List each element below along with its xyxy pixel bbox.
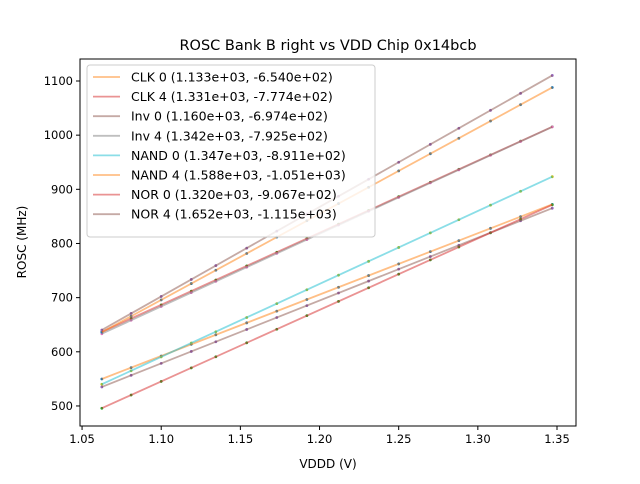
x-tick-label: 1.35 bbox=[544, 432, 570, 446]
y-tick-label: 1000 bbox=[44, 128, 73, 142]
x-tick-label: 1.25 bbox=[386, 432, 412, 446]
y-tick-label: 500 bbox=[51, 399, 73, 413]
y-tick-label: 800 bbox=[51, 236, 73, 250]
y-axis-label: ROSC (MHz) bbox=[15, 206, 29, 279]
legend-entry: NAND 4 (1.588e+03, -1.051e+03) bbox=[131, 168, 346, 183]
x-tick-label: 1.05 bbox=[69, 432, 95, 446]
plot-frame bbox=[79, 58, 577, 427]
legend-box bbox=[86, 64, 376, 238]
x-tick-label: 1.10 bbox=[148, 432, 174, 446]
series-line bbox=[101, 204, 553, 410]
x-tick-label: 1.30 bbox=[465, 432, 491, 446]
legend-entry: Inv 0 (1.160e+03, -6.974e+02) bbox=[131, 109, 328, 124]
x-tick-label: 1.15 bbox=[228, 432, 254, 446]
y-tick-label: 700 bbox=[51, 291, 73, 305]
y-tick-label: 600 bbox=[51, 345, 73, 359]
legend-entry: NOR 4 (1.652e+03, -1.115e+03) bbox=[131, 207, 337, 222]
series-line bbox=[101, 175, 553, 386]
legend-entry: NOR 0 (1.320e+03, -9.067e+02) bbox=[131, 187, 337, 202]
legend-entry: CLK 0 (1.133e+03, -6.540e+02) bbox=[131, 70, 333, 85]
legend-entry: Inv 4 (1.342e+03, -7.925e+02) bbox=[131, 128, 328, 143]
chart-title: ROSC Bank B right vs VDD Chip 0x14bcb bbox=[179, 38, 476, 54]
y-tick-label: 1100 bbox=[44, 74, 73, 88]
y-tick-label: 900 bbox=[51, 182, 73, 196]
legend-entry: NAND 0 (1.347e+03, -8.911e+02) bbox=[131, 148, 346, 163]
x-tick-label: 1.20 bbox=[307, 432, 333, 446]
legend: CLK 0 (1.133e+03, -6.540e+02) CLK 4 (1.33… bbox=[86, 64, 376, 238]
x-axis-label: VDDD (V) bbox=[299, 457, 356, 471]
legend-entry: CLK 4 (1.331e+03, -7.774e+02) bbox=[131, 89, 333, 104]
